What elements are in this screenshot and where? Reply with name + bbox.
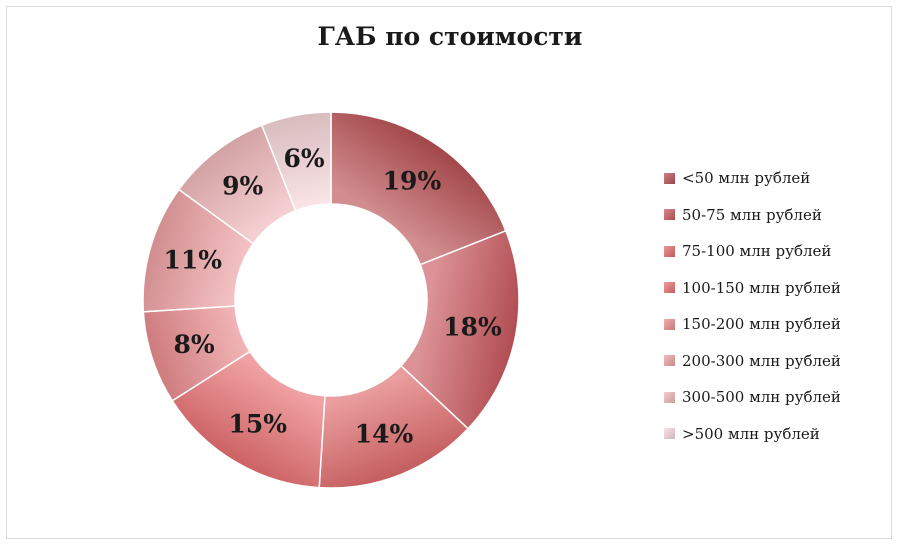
legend-swatch — [664, 318, 675, 330]
legend-item: 200-300 млн рублей — [664, 343, 841, 380]
legend-item: <50 млн рублей — [664, 160, 841, 197]
legend-label: 100-150 млн рублей — [682, 278, 841, 297]
legend-item: 300-500 млн рублей — [664, 379, 841, 416]
slice-label-5: 8% — [173, 330, 214, 359]
slice-label-6: 11% — [163, 245, 222, 274]
legend-item: 50-75 млн рублей — [664, 197, 841, 234]
legend-swatch — [664, 391, 675, 403]
legend-swatch — [664, 282, 675, 294]
legend-label: 75-100 млн рублей — [682, 242, 832, 261]
slice-1 — [330, 111, 507, 266]
slice-label-2: 18% — [443, 312, 502, 341]
slice-8 — [260, 111, 332, 212]
chart-title: ГАБ по стоимости — [317, 22, 583, 51]
legend-swatch — [664, 428, 675, 440]
slice-2 — [399, 229, 520, 430]
slice-label-3: 14% — [355, 419, 414, 448]
legend-item: >500 млн рублей — [664, 416, 841, 453]
slice-label-4: 15% — [228, 409, 287, 438]
legend-swatch — [664, 355, 675, 367]
legend-swatch — [664, 172, 675, 184]
legend-label: 150-200 млн рублей — [682, 315, 841, 334]
legend-swatch — [664, 209, 675, 221]
legend-item: 100-150 млн рублей — [664, 270, 841, 307]
legend-item: 75-100 млн рублей — [664, 233, 841, 270]
slice-label-7: 9% — [222, 172, 263, 201]
legend-label: 300-500 млн рублей — [682, 388, 841, 407]
legend-item: 150-200 млн рублей — [664, 306, 841, 343]
slice-label-1: 19% — [383, 166, 442, 195]
legend-label: 50-75 млн рублей — [682, 205, 822, 224]
legend-label: 200-300 млн рублей — [682, 351, 841, 370]
legend-label: >500 млн рублей — [682, 424, 820, 443]
chart-legend: <50 млн рублей 50-75 млн рублей 75-100 млн… — [664, 160, 841, 452]
legend-swatch — [664, 245, 675, 257]
legend-label: <50 млн рублей — [682, 169, 811, 188]
slice-label-8: 6% — [283, 144, 324, 173]
